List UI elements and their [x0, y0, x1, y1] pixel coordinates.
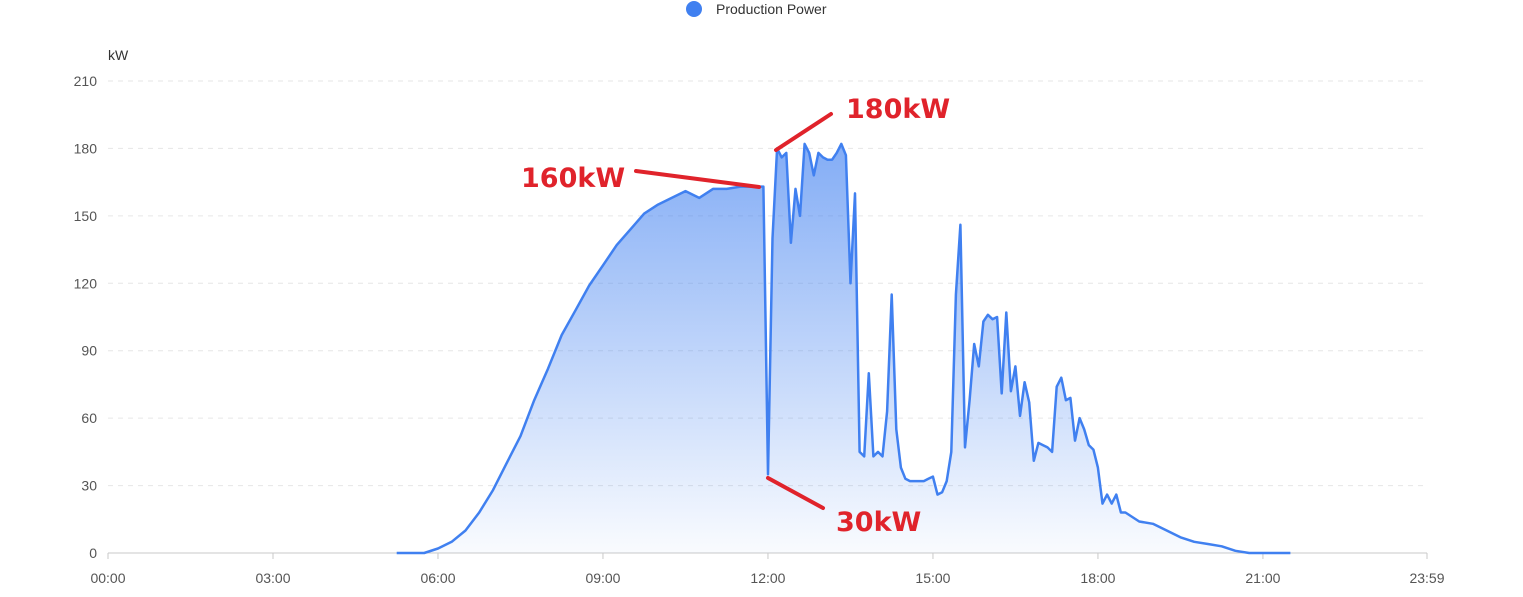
- series-area: [396, 143, 1291, 553]
- annotation-30-label: 30kW: [836, 507, 921, 538]
- y-tick-label: 0: [89, 545, 97, 561]
- annotation-30-line: [766, 476, 825, 510]
- x-tick-label: 12:00: [750, 570, 785, 586]
- y-tick-label: 90: [81, 343, 97, 359]
- y-tick-label: 210: [74, 73, 98, 89]
- x-tick-label: 06:00: [420, 570, 455, 586]
- annotation-160-label: 160kW: [521, 163, 625, 194]
- x-tick-label: 00:00: [90, 570, 125, 586]
- legend-label: Production Power: [716, 1, 827, 17]
- y-tick-label: 150: [74, 208, 98, 224]
- y-axis-ticks: 0 30 60 90 120 150 180 210: [74, 73, 98, 561]
- x-axis: 00:00 03:00 06:00 09:00 12:00 15:00 18:00 21:00…: [90, 552, 1445, 586]
- y-tick-label: 120: [74, 275, 98, 291]
- annotations: 160kW 180kW 30kW: [521, 94, 950, 538]
- y-tick-label: 60: [81, 410, 97, 426]
- plot-area: [396, 142, 1291, 555]
- x-tick-label: 18:00: [1080, 570, 1115, 586]
- x-tick-label: 15:00: [915, 570, 950, 586]
- series-line: [396, 142, 1291, 555]
- x-tick-label: 23:59: [1409, 570, 1444, 586]
- legend[interactable]: Production Power: [686, 1, 827, 17]
- x-tick-label: 09:00: [585, 570, 620, 586]
- annotation-180-line: [774, 112, 833, 152]
- y-axis-unit: kW: [108, 47, 129, 63]
- annotation-160-line: [634, 169, 761, 189]
- y-tick-label: 30: [81, 478, 97, 494]
- y-tick-label: 180: [74, 140, 98, 156]
- x-tick-label: 21:00: [1245, 570, 1280, 586]
- annotation-180-label: 180kW: [846, 94, 950, 125]
- x-tick-label: 03:00: [255, 570, 290, 586]
- legend-marker: [686, 1, 702, 17]
